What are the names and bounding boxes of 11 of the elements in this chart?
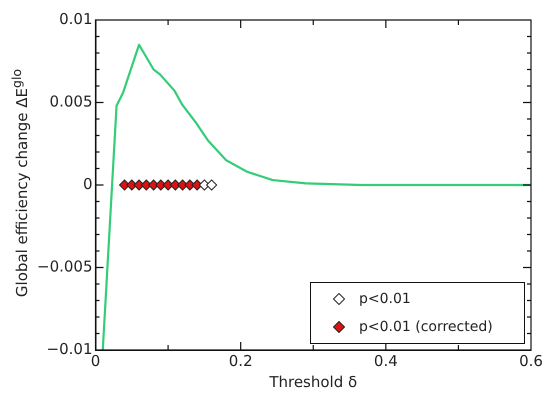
x-axis-title: Threshold δ bbox=[268, 372, 358, 391]
y-tick-label: 0 bbox=[82, 174, 93, 193]
x-tick-label: 0.4 bbox=[374, 352, 398, 370]
y-tick-label: −0.01 bbox=[46, 340, 93, 358]
y-tick-label: 0.005 bbox=[50, 92, 93, 110]
x-tick-label: 0.2 bbox=[228, 352, 253, 370]
legend-label: p<0.01 (corrected) bbox=[359, 319, 493, 335]
legend-label: p<0.01 bbox=[359, 291, 411, 307]
x-tick-label: 0.6 bbox=[519, 352, 543, 370]
y-tick-label: 0.01 bbox=[59, 10, 93, 28]
y-tick-label: −0.005 bbox=[36, 257, 93, 276]
